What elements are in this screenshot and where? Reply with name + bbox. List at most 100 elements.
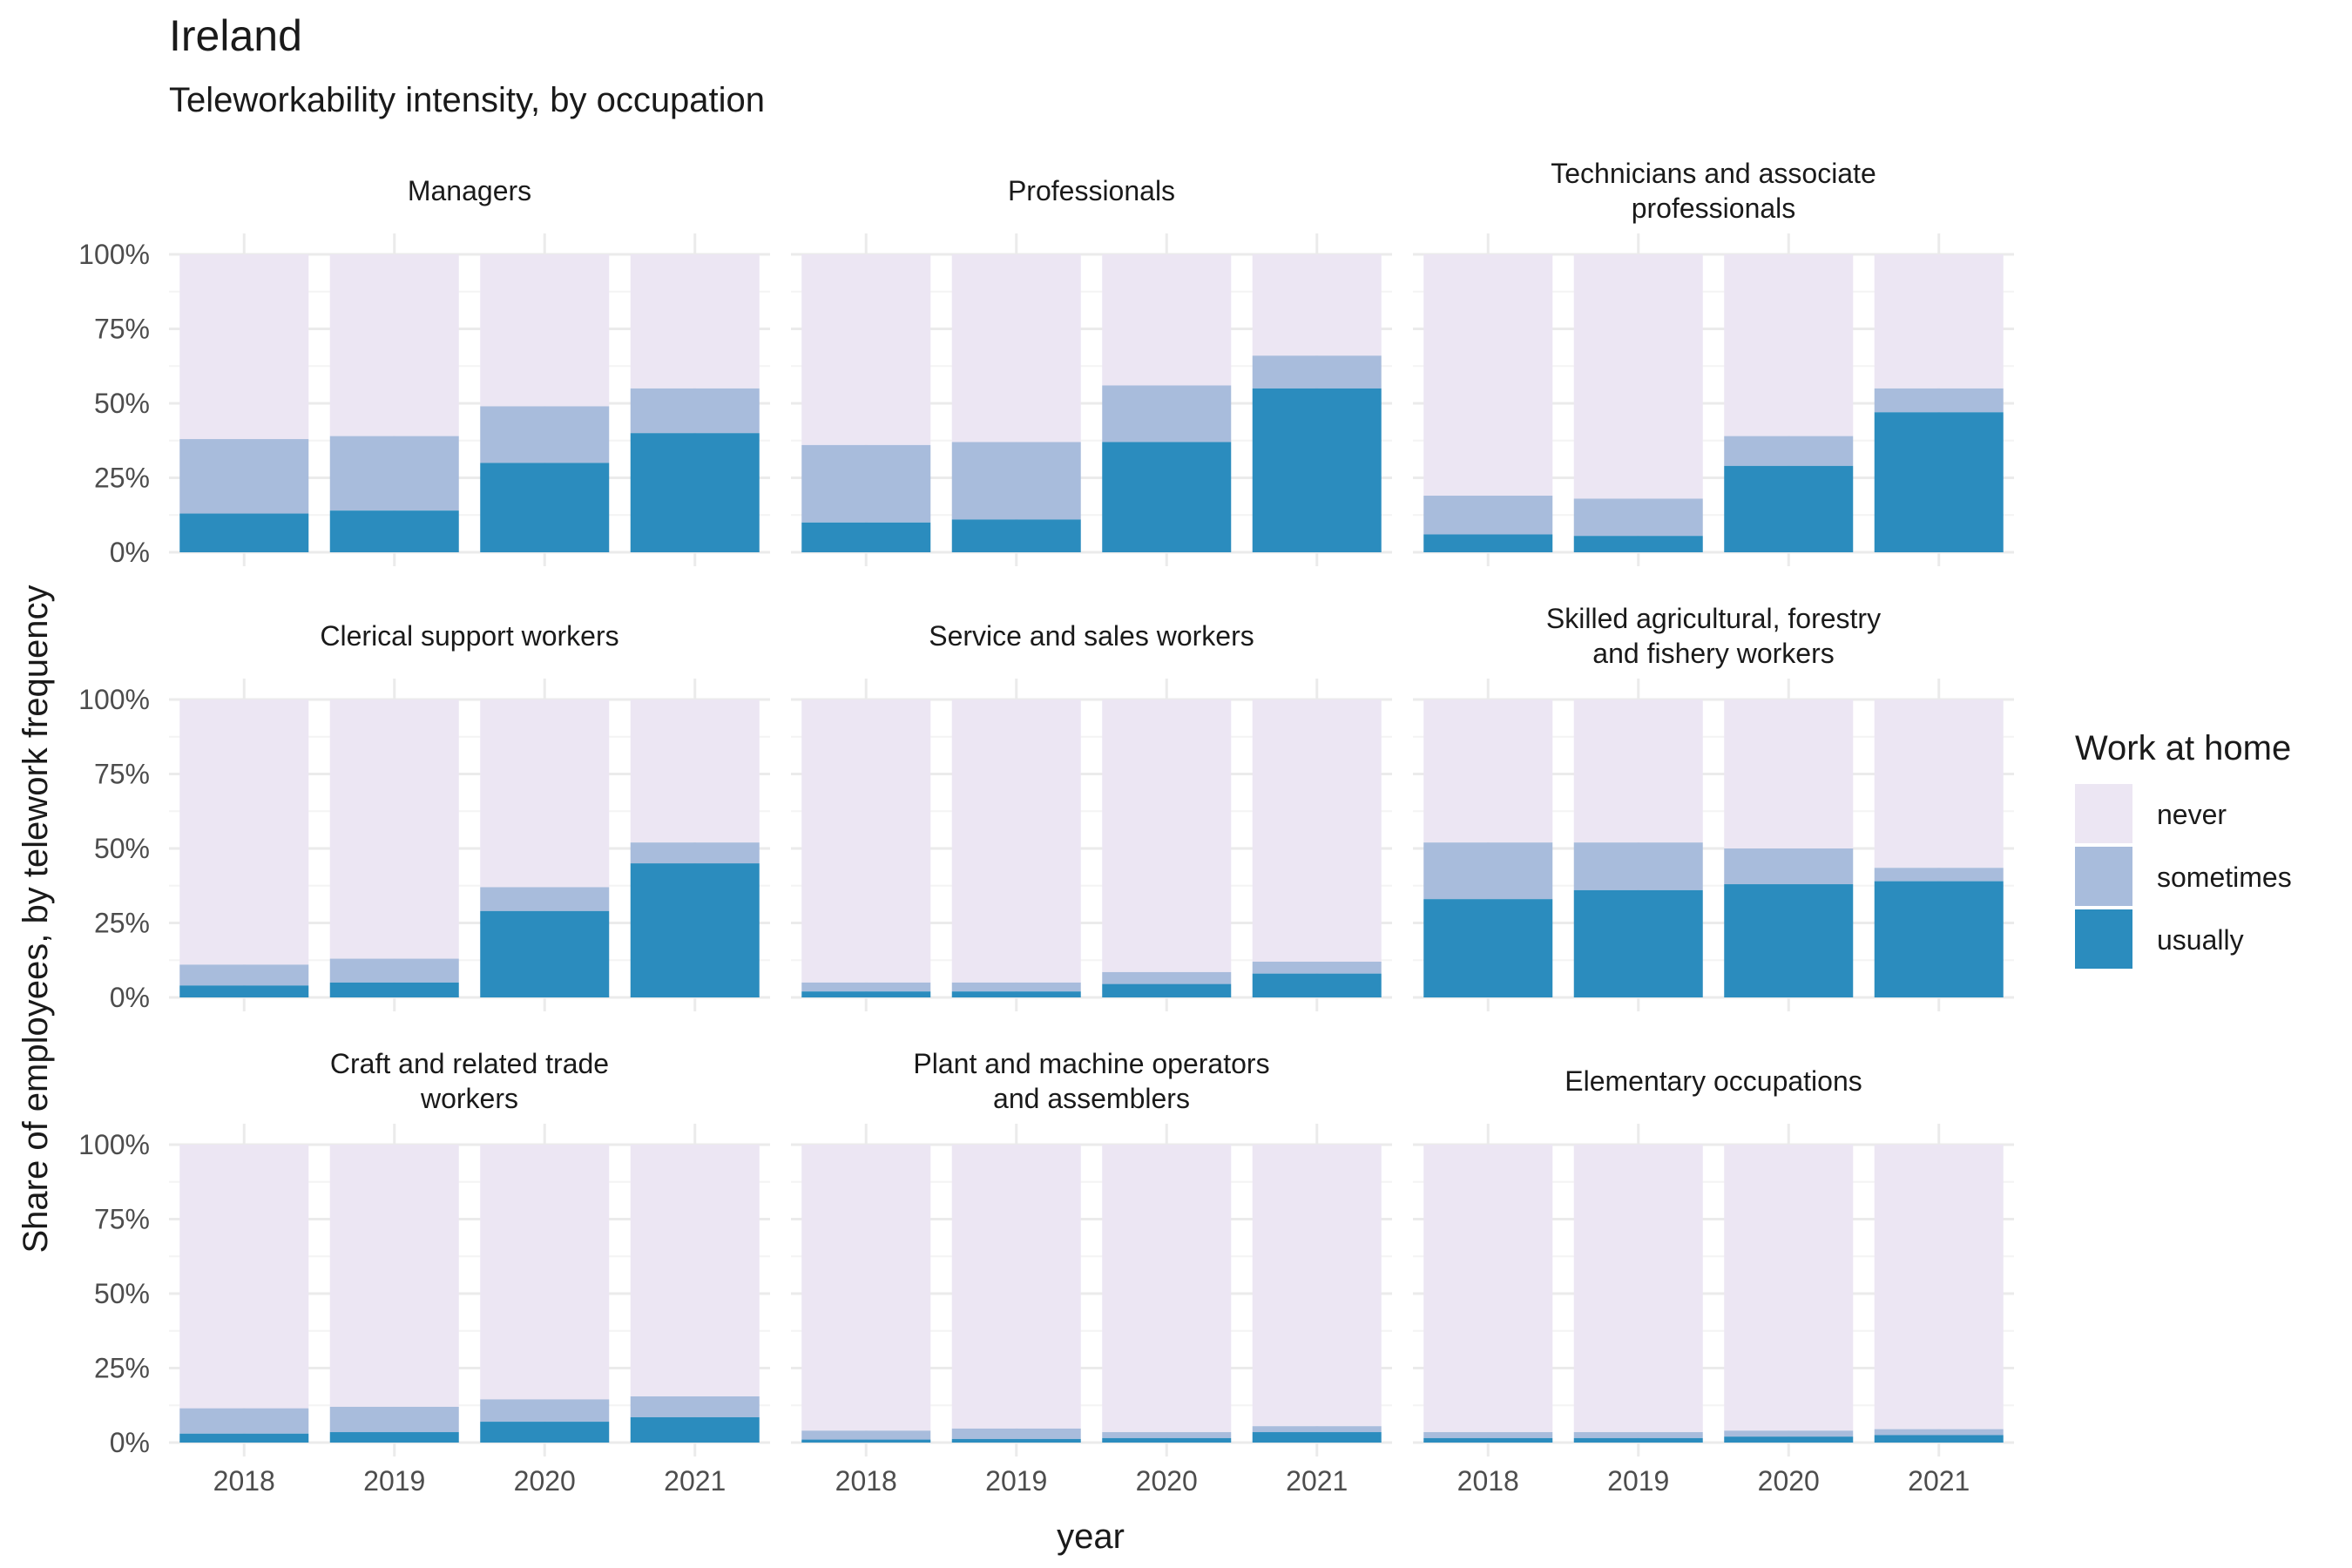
y-tick-label: 50%: [94, 1278, 150, 1309]
bar-usually-2021: [1252, 1432, 1382, 1443]
bar-never-2021: [1252, 700, 1382, 962]
bar-usually-2020: [1724, 465, 1854, 552]
bar-usually-2018: [179, 1433, 309, 1443]
facet-title: and assemblers: [993, 1083, 1190, 1114]
bar-never-2020: [1102, 254, 1232, 386]
facet-title: Elementary occupations: [1565, 1065, 1862, 1097]
bar-never-2018: [801, 254, 931, 445]
facet-panels: Managers 0% 25% 50% 75% 100% Professionals Tech…: [78, 158, 2014, 1497]
y-tick-label: 0%: [110, 1427, 150, 1458]
x-tick-label: 2020: [514, 1465, 576, 1497]
bar-sometimes-2020: [480, 406, 610, 463]
bar-usually-2019: [951, 519, 1081, 552]
bar-never-2019: [1573, 700, 1703, 843]
bar-usually-2019: [329, 510, 459, 552]
x-tick-label: 2020: [1136, 1465, 1198, 1497]
bar-sometimes-2019: [1573, 1432, 1703, 1438]
bar-sometimes-2021: [1252, 1426, 1382, 1433]
bar-never-2020: [480, 700, 610, 888]
bar-sometimes-2018: [801, 1430, 931, 1440]
bar-never-2019: [951, 1145, 1081, 1429]
legend-title: Work at home: [2075, 729, 2291, 767]
x-tick-label: 2019: [1607, 1465, 1669, 1497]
facet-title: Craft and related trade: [330, 1048, 609, 1079]
bar-sometimes-2020: [1724, 848, 1854, 885]
y-tick-label: 75%: [94, 759, 150, 790]
facet-title: Service and sales workers: [929, 620, 1254, 652]
bar-usually-2021: [630, 863, 760, 997]
bar-usually-2019: [951, 991, 1081, 997]
y-tick-label: 25%: [94, 463, 150, 494]
bar-sometimes-2018: [801, 444, 931, 523]
bar-never-2018: [801, 700, 931, 983]
y-tick-label: 75%: [94, 314, 150, 345]
legend-label-never: never: [2157, 799, 2227, 830]
y-axis-label: Share of employees, by telework frequenc…: [17, 585, 55, 1253]
x-tick-label: 2019: [985, 1465, 1047, 1497]
x-tick-label: 2020: [1758, 1465, 1820, 1497]
bar-sometimes-2021: [630, 388, 760, 434]
bar-never-2018: [179, 700, 309, 965]
facet-panel-2: Professionals: [791, 175, 1392, 566]
bar-never-2020: [1724, 254, 1854, 436]
bar-sometimes-2019: [329, 436, 459, 511]
bar-never-2018: [1423, 1145, 1553, 1433]
facet-panel-4: Clerical support workers 0% 25% 50% 75% 100%: [78, 620, 770, 1013]
y-tick-label: 0%: [110, 537, 150, 568]
x-tick-label: 2019: [363, 1465, 425, 1497]
bar-never-2019: [329, 700, 459, 959]
bar-never-2021: [1874, 700, 2004, 868]
bar-usually-2020: [1724, 884, 1854, 997]
bar-usually-2019: [1573, 889, 1703, 997]
facet-panel-3: Technicians and associate professionals: [1413, 158, 2014, 566]
bar-sometimes-2021: [1874, 388, 2004, 413]
facet-panel-9: Elementary occupations 2018 2019 2020 2021: [1413, 1065, 2014, 1497]
bar-sometimes-2018: [1423, 1432, 1553, 1438]
y-tick-label: 50%: [94, 833, 150, 864]
bar-sometimes-2021: [630, 842, 760, 864]
y-tick-label: 50%: [94, 388, 150, 419]
facet-title: and fishery workers: [1592, 638, 1834, 669]
bar-sometimes-2019: [1573, 842, 1703, 890]
legend-key-never: [2075, 784, 2132, 843]
facet-title: workers: [420, 1083, 518, 1114]
bar-never-2020: [480, 254, 610, 407]
bar-sometimes-2019: [951, 1428, 1081, 1439]
x-tick-label: 2018: [835, 1465, 897, 1497]
x-tick-label: 2018: [1457, 1465, 1519, 1497]
bar-never-2018: [179, 1145, 309, 1409]
y-tick-label: 100%: [78, 1129, 150, 1160]
x-tick-label: 2021: [1908, 1465, 1970, 1497]
bar-sometimes-2020: [1724, 436, 1854, 466]
bar-usually-2021: [1874, 1435, 2004, 1443]
bar-never-2019: [951, 700, 1081, 983]
bar-usually-2020: [1102, 1437, 1232, 1443]
facet-title: Plant and machine operators: [913, 1048, 1269, 1079]
bar-never-2020: [1102, 1145, 1232, 1433]
bar-never-2021: [630, 700, 760, 843]
bar-sometimes-2019: [329, 958, 459, 983]
legend-key-usually: [2075, 909, 2132, 969]
bar-usually-2019: [329, 1432, 459, 1443]
bar-usually-2018: [1423, 1437, 1553, 1443]
legend: Work at home never sometimes usually: [2075, 729, 2292, 969]
facet-panel-8: Plant and machine operators and assembler…: [791, 1048, 1392, 1497]
bar-never-2021: [1874, 1145, 2004, 1429]
bar-never-2018: [801, 1145, 931, 1431]
bar-usually-2019: [1573, 1437, 1703, 1443]
chart-subtitle: Teleworkability intensity, by occupation: [169, 81, 765, 119]
bar-sometimes-2018: [801, 982, 931, 992]
bar-usually-2018: [179, 513, 309, 552]
bar-usually-2020: [480, 463, 610, 552]
bar-never-2019: [1573, 254, 1703, 499]
bar-sometimes-2020: [1102, 971, 1232, 984]
bar-never-2019: [329, 254, 459, 436]
bar-usually-2018: [179, 985, 309, 997]
bar-sometimes-2020: [1102, 1432, 1232, 1438]
facet-title: Managers: [408, 175, 531, 206]
x-tick-label: 2021: [664, 1465, 726, 1497]
bar-never-2019: [329, 1145, 459, 1407]
bar-never-2021: [630, 254, 760, 389]
bar-never-2019: [951, 254, 1081, 443]
